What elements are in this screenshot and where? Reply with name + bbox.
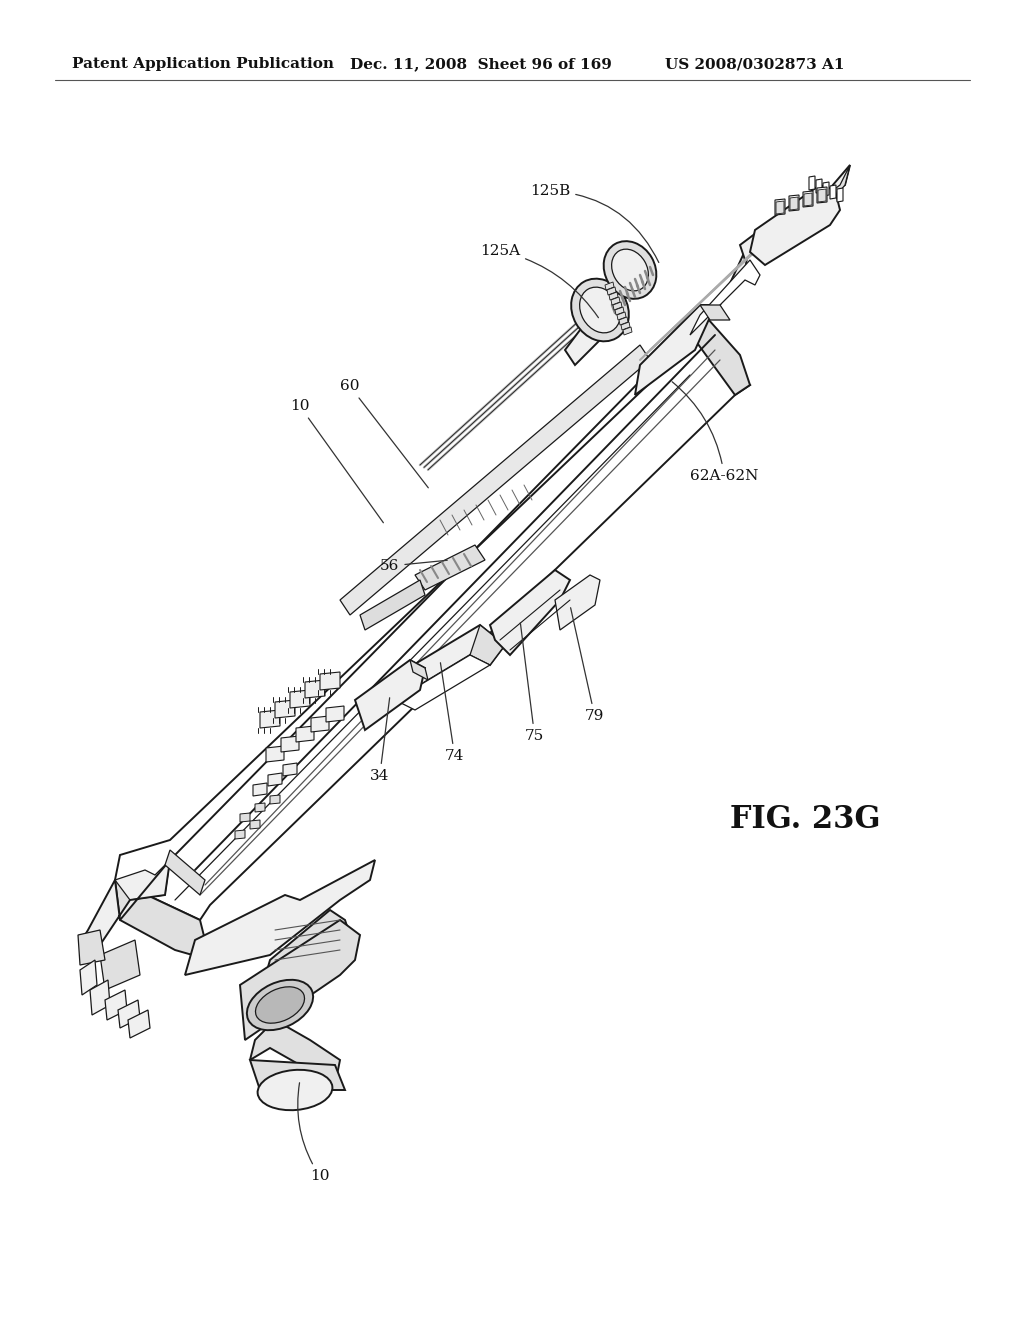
Polygon shape <box>613 302 622 310</box>
Polygon shape <box>803 191 813 207</box>
Polygon shape <box>415 545 485 590</box>
Polygon shape <box>817 187 827 203</box>
Text: 56: 56 <box>380 558 447 573</box>
Polygon shape <box>165 850 205 895</box>
Text: 10: 10 <box>298 1082 330 1183</box>
Polygon shape <box>816 180 822 193</box>
Text: US 2008/0302873 A1: US 2008/0302873 A1 <box>665 57 845 71</box>
Polygon shape <box>395 655 490 710</box>
Polygon shape <box>607 286 616 294</box>
Polygon shape <box>128 1010 150 1038</box>
Polygon shape <box>253 783 267 796</box>
Polygon shape <box>260 710 280 729</box>
Polygon shape <box>695 310 750 395</box>
Ellipse shape <box>258 1069 333 1110</box>
Polygon shape <box>290 690 310 708</box>
Polygon shape <box>340 345 650 615</box>
Polygon shape <box>326 706 344 722</box>
Polygon shape <box>490 570 570 655</box>
Polygon shape <box>740 165 850 260</box>
Polygon shape <box>115 880 210 960</box>
Polygon shape <box>115 861 170 900</box>
Polygon shape <box>319 672 340 690</box>
Polygon shape <box>250 1060 345 1090</box>
Polygon shape <box>275 700 295 718</box>
Polygon shape <box>618 317 628 325</box>
Polygon shape <box>617 312 626 319</box>
Polygon shape <box>611 297 620 305</box>
Polygon shape <box>185 861 375 975</box>
Polygon shape <box>565 285 620 366</box>
Polygon shape <box>115 341 750 920</box>
Text: 79: 79 <box>570 607 604 723</box>
Polygon shape <box>82 861 170 945</box>
Polygon shape <box>804 193 812 206</box>
Ellipse shape <box>611 249 648 290</box>
Polygon shape <box>775 199 785 215</box>
Text: 60: 60 <box>340 379 428 488</box>
Text: Dec. 11, 2008  Sheet 96 of 169: Dec. 11, 2008 Sheet 96 of 169 <box>350 57 612 71</box>
Polygon shape <box>305 680 325 698</box>
Polygon shape <box>268 774 282 785</box>
Text: 62A-62N: 62A-62N <box>672 381 759 483</box>
Text: 10: 10 <box>290 399 383 523</box>
Polygon shape <box>830 185 836 199</box>
Polygon shape <box>823 182 829 195</box>
Polygon shape <box>100 940 140 990</box>
Ellipse shape <box>571 279 629 342</box>
Polygon shape <box>621 322 630 330</box>
Polygon shape <box>837 187 843 202</box>
Polygon shape <box>800 165 850 215</box>
Polygon shape <box>260 909 350 1001</box>
Ellipse shape <box>247 979 313 1030</box>
Polygon shape <box>281 737 299 752</box>
Polygon shape <box>615 308 624 315</box>
Polygon shape <box>250 1020 340 1085</box>
Polygon shape <box>255 803 265 812</box>
Polygon shape <box>250 820 260 829</box>
Polygon shape <box>609 292 618 300</box>
Polygon shape <box>790 195 799 211</box>
Polygon shape <box>78 931 105 965</box>
Text: 74: 74 <box>440 663 464 763</box>
Ellipse shape <box>255 987 304 1023</box>
Polygon shape <box>700 305 730 319</box>
Polygon shape <box>605 282 614 290</box>
Polygon shape <box>118 1001 140 1028</box>
Polygon shape <box>240 813 250 822</box>
Polygon shape <box>90 979 110 1015</box>
Polygon shape <box>270 795 280 804</box>
Polygon shape <box>790 197 798 210</box>
Polygon shape <box>623 327 632 335</box>
Polygon shape <box>635 240 750 395</box>
Polygon shape <box>555 576 600 630</box>
Polygon shape <box>809 176 815 190</box>
Polygon shape <box>818 189 826 202</box>
Polygon shape <box>234 830 245 840</box>
Polygon shape <box>470 624 505 665</box>
Ellipse shape <box>604 242 656 298</box>
Polygon shape <box>296 726 314 742</box>
Polygon shape <box>266 746 284 762</box>
Polygon shape <box>776 201 784 214</box>
Polygon shape <box>355 660 425 730</box>
Polygon shape <box>311 715 329 733</box>
Polygon shape <box>80 960 97 995</box>
Polygon shape <box>690 260 760 335</box>
Text: 34: 34 <box>370 698 390 783</box>
Text: 125A: 125A <box>480 244 598 318</box>
Text: FIG. 23G: FIG. 23G <box>730 804 881 836</box>
Polygon shape <box>283 763 297 776</box>
Polygon shape <box>390 624 505 700</box>
Polygon shape <box>240 920 360 1040</box>
Ellipse shape <box>580 288 621 333</box>
Polygon shape <box>105 990 127 1020</box>
Polygon shape <box>360 579 425 630</box>
Text: 75: 75 <box>520 623 544 743</box>
Text: 125B: 125B <box>530 183 658 263</box>
Text: Patent Application Publication: Patent Application Publication <box>72 57 334 71</box>
Polygon shape <box>410 660 428 680</box>
Polygon shape <box>750 185 840 265</box>
